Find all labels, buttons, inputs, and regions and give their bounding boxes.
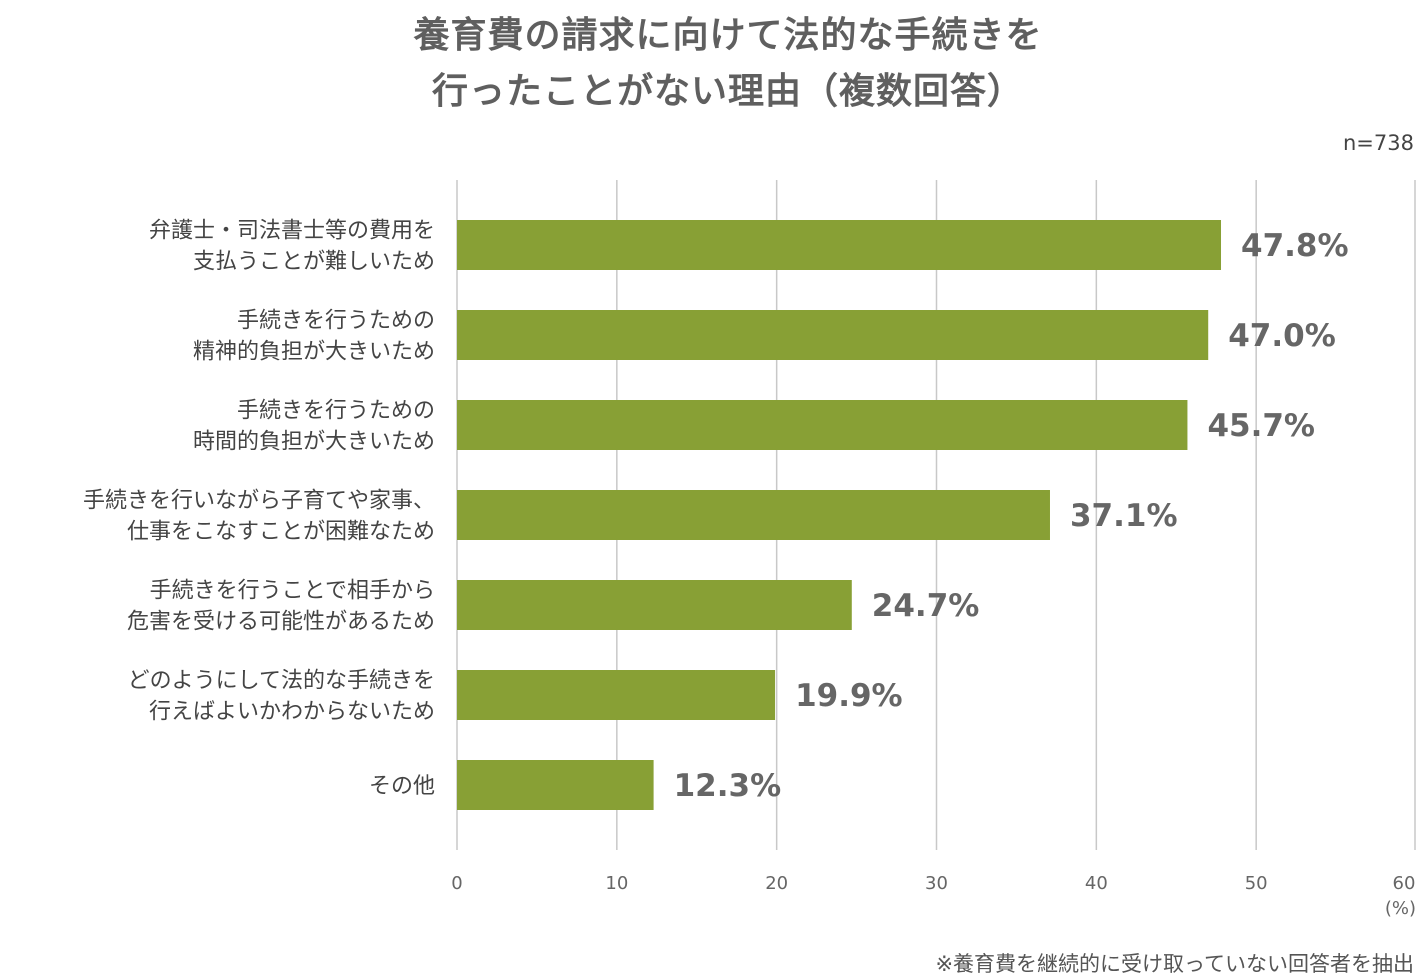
chart-title-line-1: 養育費の請求に向けて法的な手続きを <box>413 15 1043 56</box>
value-label: 19.9% <box>795 678 903 714</box>
x-tick-label: 10 <box>605 873 628 894</box>
category-label: 支払うことが難しいため <box>193 250 435 275</box>
bar <box>457 490 1050 540</box>
x-tick-label: 40 <box>1085 873 1108 894</box>
chart-title-line-2: 行ったことがない理由（複数回答） <box>431 71 1024 112</box>
category-label: 手続きを行うための <box>237 399 435 424</box>
bar <box>457 760 654 810</box>
x-tick-label: 60 <box>1393 873 1416 894</box>
category-label: 精神的負担が大きいため <box>193 340 435 365</box>
x-tick-label: 20 <box>765 873 788 894</box>
category-label: 手続きを行うための <box>237 309 435 334</box>
bar <box>457 670 776 720</box>
category-label: 手続きを行うことで相手から <box>150 579 435 604</box>
value-label: 47.0% <box>1228 318 1336 354</box>
category-label: 危害を受ける可能性があるため <box>127 610 435 635</box>
bar <box>457 310 1209 360</box>
category-label: 手続きを行いながら子育てや家事、 <box>83 489 435 514</box>
sample-size-label: n=738 <box>1343 131 1414 155</box>
value-label: 45.7% <box>1207 408 1315 444</box>
x-tick-label: 0 <box>451 873 462 894</box>
chart-title: 養育費の請求に向けて法的な手続きを 行ったことがない理由（複数回答） <box>0 8 1416 120</box>
value-label: 24.7% <box>872 588 980 624</box>
footnote: ※養育費を継続的に受け取っていない回答者を抽出 <box>935 952 1414 976</box>
value-label: 12.3% <box>674 768 782 804</box>
value-label: 47.8% <box>1241 228 1349 264</box>
bar <box>457 220 1222 270</box>
bars <box>457 220 1222 810</box>
category-label: どのようにして法的な手続きを <box>128 669 435 694</box>
value-labels: 47.8% 47.0% 45.7% 37.1% 24.7% 19.9% 12.3% <box>674 228 1349 804</box>
category-label: 仕事をこなすことが困難なため <box>127 520 435 545</box>
x-tick-label: 30 <box>925 873 948 894</box>
category-labels: 弁護士・司法書士等の費用を支払うことが難しいため手続きを行うための精神的負担が大… <box>83 219 435 800</box>
bar <box>457 580 852 630</box>
category-label: 時間的負担が大きいため <box>193 430 435 455</box>
x-axis-ticks: 0 10 20 30 40 50 60 <box>451 873 1415 894</box>
value-label: 37.1% <box>1070 498 1178 534</box>
x-tick-label: 50 <box>1245 873 1268 894</box>
category-label: その他 <box>369 774 435 799</box>
category-label: 弁護士・司法書士等の費用を <box>149 219 435 244</box>
bar <box>457 400 1188 450</box>
axis-unit-label: (%) <box>1384 898 1416 919</box>
category-label: 行えばよいかわからないため <box>149 700 435 725</box>
